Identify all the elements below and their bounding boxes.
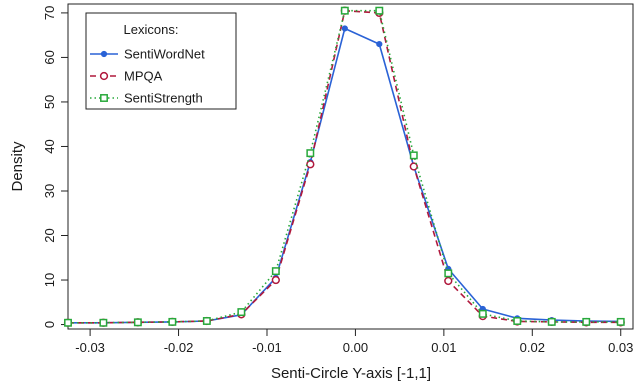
y-tick-label: 20	[42, 228, 57, 242]
legend-entry-sentistrength: SentiStrength	[90, 91, 203, 106]
x-tick-label: 0.02	[520, 340, 545, 355]
data-point-sentistrength	[133, 318, 142, 327]
x-axis-title: Senti-Circle Y-axis [-1,1]	[271, 365, 431, 382]
y-tick-label: 50	[42, 95, 57, 109]
data-point-sentistrength	[99, 318, 108, 327]
x-axis: -0.03 -0.02 -0.01 0.00 0.01 0.02 0.03	[75, 329, 633, 355]
data-point-sentistrength	[513, 317, 522, 325]
y-tick-label: 30	[42, 184, 57, 198]
legend-entry-mpqa: MPQA	[90, 69, 163, 84]
legend-marker-mpqa	[99, 71, 109, 81]
legend-label-mpqa: MPQA	[124, 69, 163, 84]
legend-label-sentiwordnet: SentiWordNet	[124, 47, 205, 62]
y-tick-label: 60	[42, 50, 57, 64]
data-point-sentistrength	[444, 269, 453, 278]
x-tick-label: 0.00	[343, 340, 368, 355]
y-tick-label: 10	[42, 273, 57, 287]
x-tick-label: -0.03	[75, 340, 105, 355]
data-point-sentistrength	[375, 6, 384, 15]
series-sentistrength	[64, 6, 625, 327]
legend-entries: SentiWordNet MPQA SentiStrength	[90, 47, 205, 106]
y-tick-label: 0	[42, 321, 57, 328]
x-tick-label: 0.03	[608, 340, 633, 355]
legend-box	[85, 12, 237, 110]
data-point-mpqa	[409, 162, 418, 171]
x-tick-label: -0.02	[164, 340, 194, 355]
data-point-sentistrength	[202, 317, 211, 325]
y-axis: 0 10 20 30 40 50 60 70	[42, 6, 68, 328]
data-point-sentistrength	[306, 149, 315, 158]
data-point-sentistrength	[340, 6, 349, 15]
legend-marker-sentistrength	[100, 94, 108, 102]
data-point-mpqa	[306, 160, 315, 169]
data-point-sentistrength	[168, 317, 177, 326]
data-point-sentistrength	[478, 309, 487, 318]
data-point-mpqa	[271, 275, 280, 285]
x-tick-label: 0.01	[431, 340, 456, 355]
data-point-mpqa	[444, 276, 453, 286]
data-point-sentiwordnet	[376, 40, 383, 48]
x-tick-label: -0.01	[252, 340, 282, 355]
legend-title: Lexicons:	[124, 22, 179, 37]
data-point-sentistrength	[547, 317, 556, 326]
data-point-sentistrength	[271, 267, 280, 276]
series-layer	[63, 6, 625, 327]
legend-label-sentistrength: SentiStrength	[124, 91, 203, 106]
data-point-sentistrength	[237, 308, 246, 317]
y-tick-label: 70	[42, 6, 57, 20]
plot-frame	[67, 3, 634, 330]
plot-border	[67, 3, 634, 330]
data-point-sentistrength	[64, 318, 72, 327]
data-point-sentistrength	[616, 317, 625, 326]
legend: Lexicons: SentiWordNet MPQA SentiStrength	[85, 12, 237, 110]
data-point-sentistrength	[409, 151, 418, 160]
legend-marker-sentiwordnet	[100, 50, 108, 58]
legend-entry-sentiwordnet: SentiWordNet	[90, 47, 205, 62]
y-tick-label: 40	[42, 139, 57, 153]
data-point-sentiwordnet	[341, 25, 348, 32]
y-axis-title: Density	[9, 141, 26, 192]
data-point-sentistrength	[582, 317, 591, 326]
